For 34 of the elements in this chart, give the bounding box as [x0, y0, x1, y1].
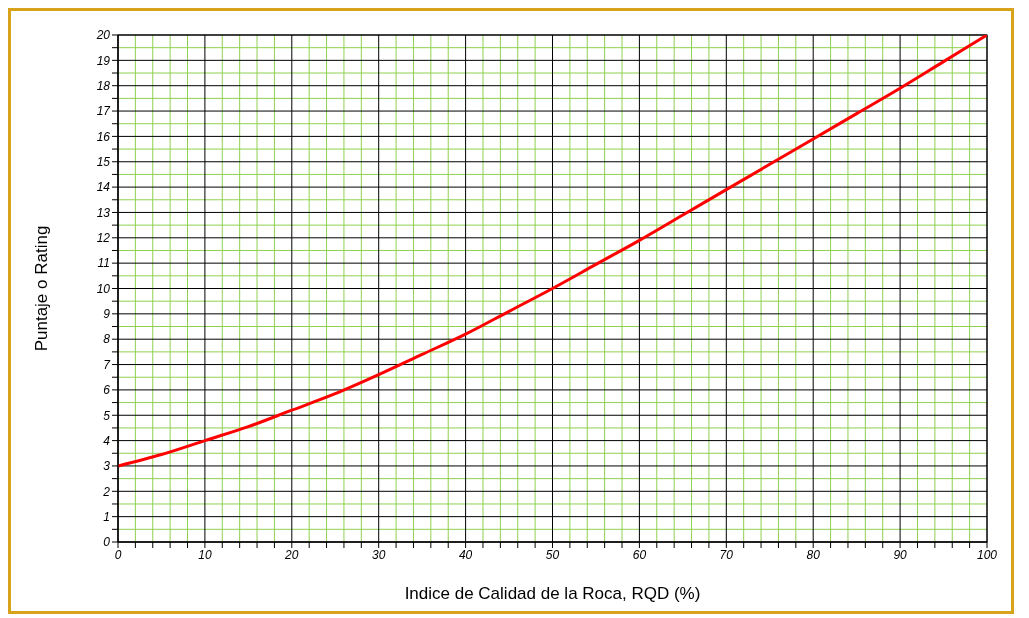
y-tick-label: 4 — [103, 433, 111, 448]
y-tick-label: 9 — [103, 307, 111, 322]
y-tick-label: 15 — [96, 155, 111, 170]
x-tick-label: 10 — [198, 547, 212, 562]
x-tick-label: 80 — [806, 547, 821, 562]
y-tick-label: 18 — [96, 78, 111, 93]
y-tick-label: 2 — [102, 484, 111, 499]
y-tick-label: 10 — [96, 281, 111, 296]
y-tick-label: 1 — [103, 509, 110, 524]
x-tick-label: 20 — [284, 547, 299, 562]
x-tick-label: 40 — [458, 547, 473, 562]
y-tick-label: 17 — [96, 104, 112, 119]
y-tick-label: 7 — [103, 357, 112, 372]
x-tick-label: 60 — [632, 547, 647, 562]
y-tick-label: 19 — [96, 53, 111, 68]
y-tick-label: 11 — [97, 256, 110, 271]
x-tick-label: 90 — [893, 547, 908, 562]
y-tick-label: 6 — [103, 383, 111, 398]
x-tick-label: 70 — [719, 547, 734, 562]
x-tick-label: 100 — [976, 547, 998, 562]
x-tick-label: 30 — [372, 547, 386, 562]
x-tick-label: 50 — [545, 547, 560, 562]
y-tick-label: 13 — [96, 205, 111, 220]
y-tick-label: 3 — [103, 459, 111, 474]
y-tick-label: 16 — [96, 129, 111, 144]
y-tick-label: 8 — [103, 332, 111, 347]
x-tick-label: 0 — [114, 547, 122, 562]
y-tick-label: 20 — [95, 28, 111, 43]
y-tick-label: 12 — [96, 231, 111, 246]
y-tick-label: 0 — [103, 535, 111, 550]
y-axis-title: Puntaje o Rating — [32, 225, 52, 352]
y-tick-label: 5 — [103, 408, 111, 423]
x-axis-title: Indice de Calidad de la Roca, RQD (%) — [404, 584, 701, 603]
y-tick-label: 14 — [96, 180, 111, 195]
